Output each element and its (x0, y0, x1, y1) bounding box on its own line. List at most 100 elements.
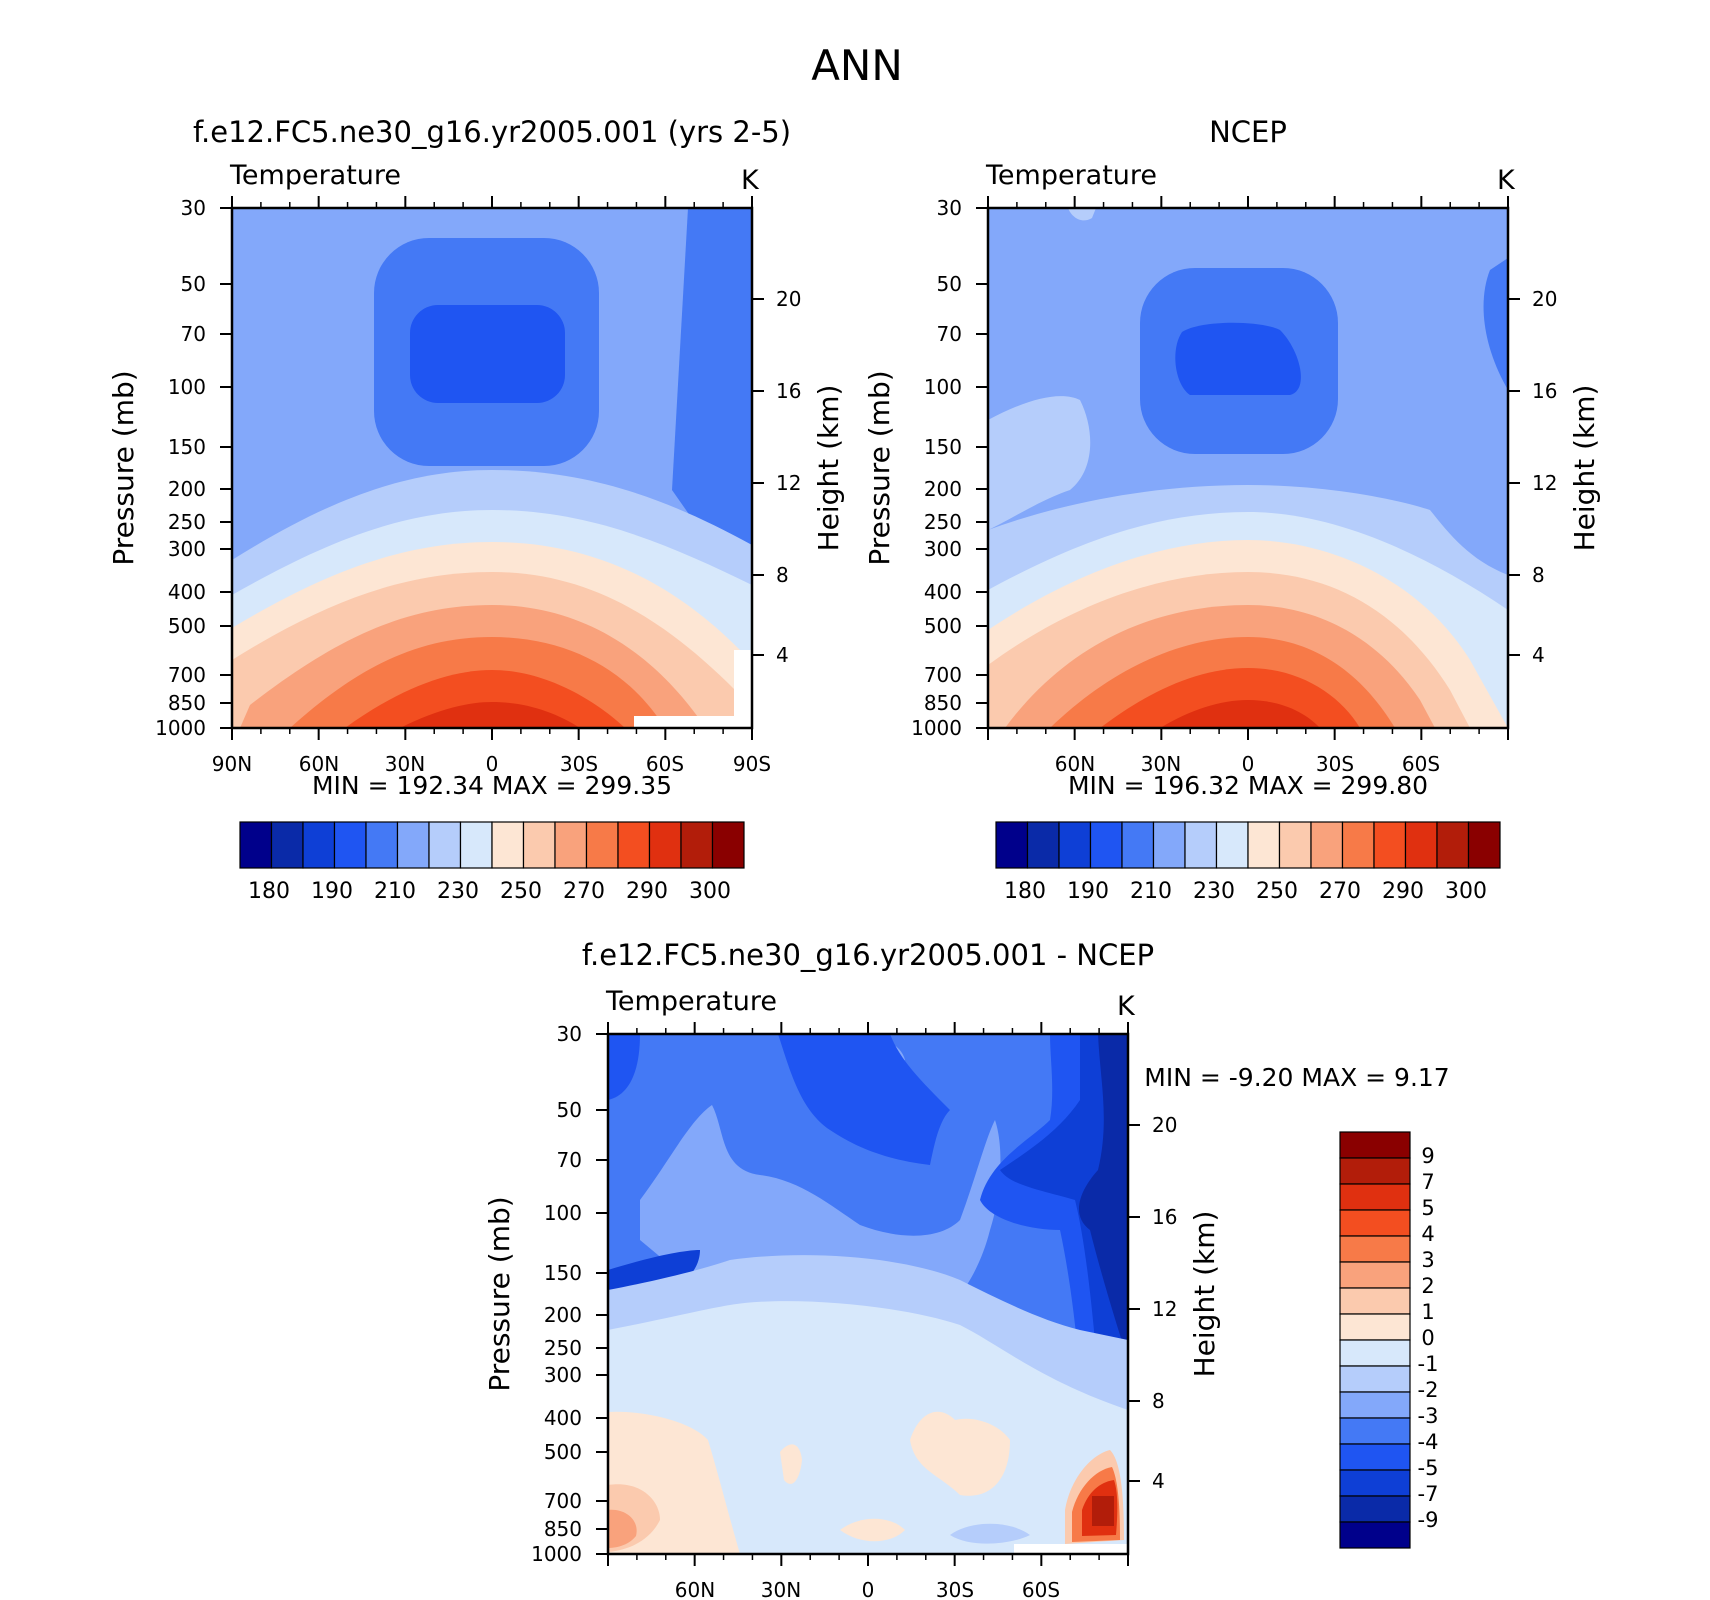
colorbar-tick-label: 230 (437, 879, 479, 904)
y-tick-label: 700 (924, 663, 962, 687)
colorbar-box (1339, 1235, 1411, 1263)
colorbar-vertical: 9 7 5 4 3 2 1 0 -1 -2 -3 -4 -5 -7 -9 (1339, 1131, 1439, 1549)
colorbar-tick-label: 190 (1067, 879, 1109, 904)
y-tick-label: 200 (544, 1303, 582, 1327)
contour-field (988, 208, 1508, 728)
height-tick-label: 12 (1152, 1297, 1177, 1321)
colorbar-tick-label: 270 (563, 879, 605, 904)
contour-field (608, 1034, 1128, 1554)
panel-title: f.e12.FC5.ne30_g16.yr2005.001 - NCEP (582, 938, 1154, 972)
colorbar-tick-label: -4 (1418, 1430, 1439, 1454)
colorbar-tick-label: 180 (1004, 879, 1046, 904)
y-tick-label: 100 (924, 375, 962, 399)
field-layer (778, 1034, 950, 1165)
y-tick-label: 250 (924, 510, 962, 534)
colorbar-box (1339, 1495, 1411, 1523)
colorbar-box (1278, 821, 1312, 869)
colorbar-box (995, 821, 1029, 869)
missing-data-region (1014, 1544, 1128, 1554)
y-tick-label: 400 (924, 580, 962, 604)
colorbar-box (522, 821, 556, 869)
colorbar-tick-label: 3 (1421, 1248, 1434, 1272)
y-axis-title: Pressure (mb) (483, 1196, 516, 1391)
colorbar-box (1026, 821, 1060, 869)
colorbar-box (1339, 1157, 1411, 1185)
y-axis: 30 50 70 100 150 200 250 300 400 500 700… (483, 1022, 582, 1566)
x-tick-label: 60N (1055, 752, 1095, 776)
x-axis: 90N 60N 30N 0 30S 60S 90S (212, 752, 771, 776)
x-tick-label: 30S (560, 752, 598, 776)
field-layer (910, 1411, 1010, 1496)
panel-title: f.e12.FC5.ne30_g16.yr2005.001 (yrs 2-5) (193, 115, 791, 149)
x-tick-label: 30S (936, 1578, 974, 1600)
height-tick-label: 12 (1532, 471, 1557, 495)
colorbar-box (1339, 1443, 1411, 1471)
colorbar-box (1310, 821, 1344, 869)
colorbar-box (1215, 821, 1249, 869)
colorbar-tick-label: 290 (1382, 879, 1424, 904)
y-tick-label: 30 (181, 196, 206, 220)
y-tick-label: 400 (544, 1406, 582, 1430)
colorbar-box (1339, 1313, 1411, 1341)
field-layer (780, 1444, 802, 1484)
panel-difference: f.e12.FC5.ne30_g16.yr2005.001 - NCEP Tem… (483, 938, 1450, 1600)
y-tick-label: 500 (544, 1440, 582, 1464)
colorbar-tick-label: 9 (1421, 1144, 1434, 1168)
colorbar-boxes (995, 821, 1501, 869)
y-tick-label: 50 (557, 1098, 582, 1122)
colorbar-tick-label: 300 (689, 879, 731, 904)
x-tick-label: 90S (733, 752, 771, 776)
y-tick-label: 150 (544, 1261, 582, 1285)
field-layer (410, 305, 565, 403)
y-tick-label: 300 (924, 537, 962, 561)
colorbar-tick-label: 0 (1421, 1326, 1434, 1350)
height-axis-title: Height (km) (1568, 385, 1601, 552)
colorbar-tick-label: 7 (1421, 1170, 1434, 1194)
units-label: K (1117, 991, 1136, 1022)
y-tick-label: 400 (168, 580, 206, 604)
colorbar-box (396, 821, 430, 869)
height-tick-label: 16 (776, 379, 801, 403)
x-tick-label: 0 (486, 752, 499, 776)
field-layer (1483, 258, 1508, 390)
y-tick-label: 70 (557, 1148, 582, 1172)
colorbar-box (1339, 1183, 1411, 1211)
colorbar-box (1339, 1417, 1411, 1445)
colorbar-tick-label: 4 (1421, 1222, 1434, 1246)
panel-model: f.e12.FC5.ne30_g16.yr2005.001 (yrs 2-5) … (107, 115, 845, 904)
y-tick-label: 30 (557, 1022, 582, 1046)
min-max-stats: MIN = 192.34 MAX = 299.35 (312, 771, 672, 800)
colorbar-tick-label: -7 (1418, 1482, 1439, 1506)
height-tick-label: 4 (1532, 643, 1545, 667)
colorbar-box (428, 821, 462, 869)
colorbar-box (270, 821, 304, 869)
field-layer (1078, 1034, 1128, 1360)
x-axis: 60N 30N 0 30S 60S (1055, 752, 1440, 776)
variable-label: Temperature (605, 986, 777, 1017)
colorbar-box (1339, 1521, 1411, 1549)
x-tick-label: 90N (212, 752, 252, 776)
colorbar-box (554, 821, 588, 869)
variable-label: Temperature (985, 160, 1157, 191)
colorbar-box (1436, 821, 1470, 869)
panel-title: NCEP (1209, 115, 1287, 149)
colorbar-tick-label: 210 (374, 879, 416, 904)
y-tick-label: 850 (924, 691, 962, 715)
colorbar-box (1339, 1287, 1411, 1315)
x-tick-label: 0 (1242, 752, 1255, 776)
field-layer (400, 702, 580, 728)
colorbar-box (365, 821, 399, 869)
colorbar-box (1339, 1365, 1411, 1393)
x-tick-label: 30N (385, 752, 425, 776)
colorbar-box (1339, 1261, 1411, 1289)
colorbar-tick-label: 2 (1421, 1274, 1434, 1298)
colorbar-box (459, 821, 493, 869)
x-tick-label: 0 (862, 1578, 875, 1600)
field-layer (1000, 1034, 1128, 1554)
colorbar-box (1247, 821, 1281, 869)
y-tick-label: 100 (168, 375, 206, 399)
field-layer (608, 1509, 637, 1548)
colorbar-box (1339, 1391, 1411, 1419)
colorbar-box (302, 821, 336, 869)
x-tick-label: 60S (646, 752, 684, 776)
